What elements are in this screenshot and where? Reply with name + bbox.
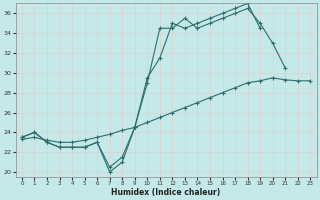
- X-axis label: Humidex (Indice chaleur): Humidex (Indice chaleur): [111, 188, 221, 197]
